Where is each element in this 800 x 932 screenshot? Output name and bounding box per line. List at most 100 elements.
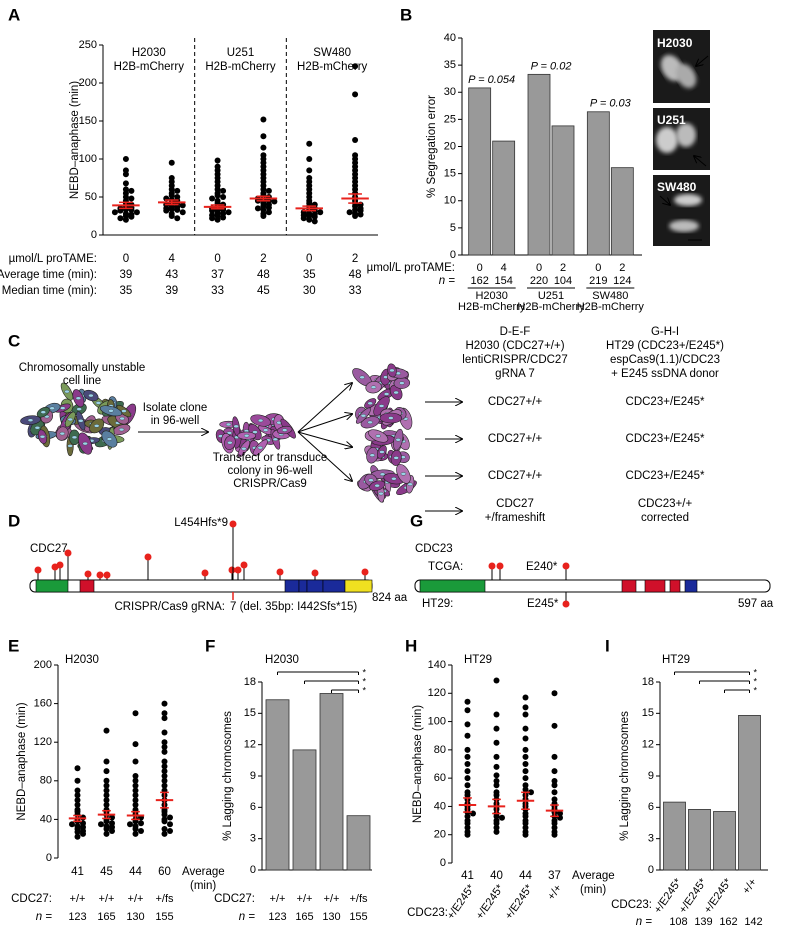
y-tick-label: 0 [440,857,446,869]
data-point [138,827,144,834]
panel-label: C [8,331,20,350]
row-value: 35 [303,269,316,281]
row-value: 33 [211,285,224,297]
nucleus [88,393,94,398]
data-point [300,215,307,222]
p-value: P = 0.054 [468,74,515,86]
data-point [103,768,110,775]
cdc27-diagram: CDC27 L454Hfs*9 824 aa CRISPR/Cas9 gRNA:… [29,517,408,613]
workflow-text: CDC27+/+ [488,433,543,445]
data-point [132,777,139,784]
category: +/fs [155,893,174,905]
significance-label: * [754,676,758,686]
data-point [161,744,168,751]
nucleus [39,435,46,439]
data-point [306,167,313,174]
data-point [132,801,139,808]
data-point [522,704,529,711]
data-point [161,763,168,770]
data-point [117,215,124,222]
data-point [493,753,500,760]
row-value: 0 [306,253,312,265]
data-point [352,63,359,70]
data-point [522,746,529,753]
data-point [161,818,168,825]
data-point [74,765,81,772]
y-tick-label: 35 [444,59,456,71]
row-value: 48 [349,269,362,281]
y-tick-label: 15 [244,707,256,719]
n-value: 123 [68,911,86,923]
micrographs: H2030 U251 SW480 [653,30,710,246]
bar [713,811,736,871]
mutation-dot [240,561,248,569]
nucleus [359,375,365,380]
data-point [493,813,500,820]
data-point [174,215,181,222]
mutation-dot [276,568,284,576]
bar [468,87,492,256]
data-point [522,725,529,732]
bar [610,167,634,256]
y-tick-label: 120 [428,687,446,699]
data-point [127,821,133,828]
nucleus [121,409,127,413]
data-point [464,753,471,760]
bar [738,715,761,871]
average-value: 45 [100,866,113,878]
nucleus [78,419,84,423]
cell-cluster [364,428,410,466]
significance-label: * [363,685,367,695]
data-point [522,786,529,793]
nucleus [257,446,263,450]
nucleus [393,390,399,395]
y-axis-label: NEBD–anaphase (min) [412,705,424,823]
nucleus [393,456,399,460]
data-point [522,824,529,831]
bar [688,809,711,871]
nucleus [360,414,367,418]
micrograph-label: SW480 [657,180,697,194]
nucleus [282,428,288,432]
nucleus [379,472,386,476]
group-subtitle: H2B-mCherry [205,61,276,73]
domain [669,579,681,593]
data-point [220,187,227,194]
panel-label: B [400,5,412,24]
data-point [522,735,529,742]
nucleus [369,453,375,457]
data-point [103,801,110,808]
data-point [493,777,500,784]
n-label: n = [636,916,653,928]
n-value: 165 [295,911,313,923]
data-point [493,828,500,835]
nucleus [368,478,374,482]
data-point [122,216,129,223]
mutation-dot [311,569,319,577]
category: +/+ [70,893,86,905]
row-label: Average time (min): [0,269,97,281]
y-tick-label: 0 [450,249,456,261]
protein-bar [414,579,771,593]
data-point [551,820,558,827]
data-point [260,116,267,123]
data-point [317,209,324,216]
row-value: 30 [303,285,316,297]
n-value: 162 [470,275,488,287]
data-point [179,202,186,209]
row-value: 37 [211,269,224,281]
domain [644,579,666,593]
n-label: n = [439,275,456,287]
y-tick-label: 5 [450,222,456,234]
group-name: SW480 [592,290,628,302]
data-point [128,213,135,220]
p-value: P = 0.03 [590,98,632,110]
bar [319,693,344,871]
data-point [122,156,129,162]
workflow-text: espCas9(1.1)/CDC23 [610,354,720,366]
data-point [551,796,558,803]
workflow-text: lentiCRISPR/CDC27 [462,354,567,366]
y-tick-label: 200 [79,77,97,89]
n-value: 219 [589,275,607,287]
category-label: CDC23: [407,907,448,919]
